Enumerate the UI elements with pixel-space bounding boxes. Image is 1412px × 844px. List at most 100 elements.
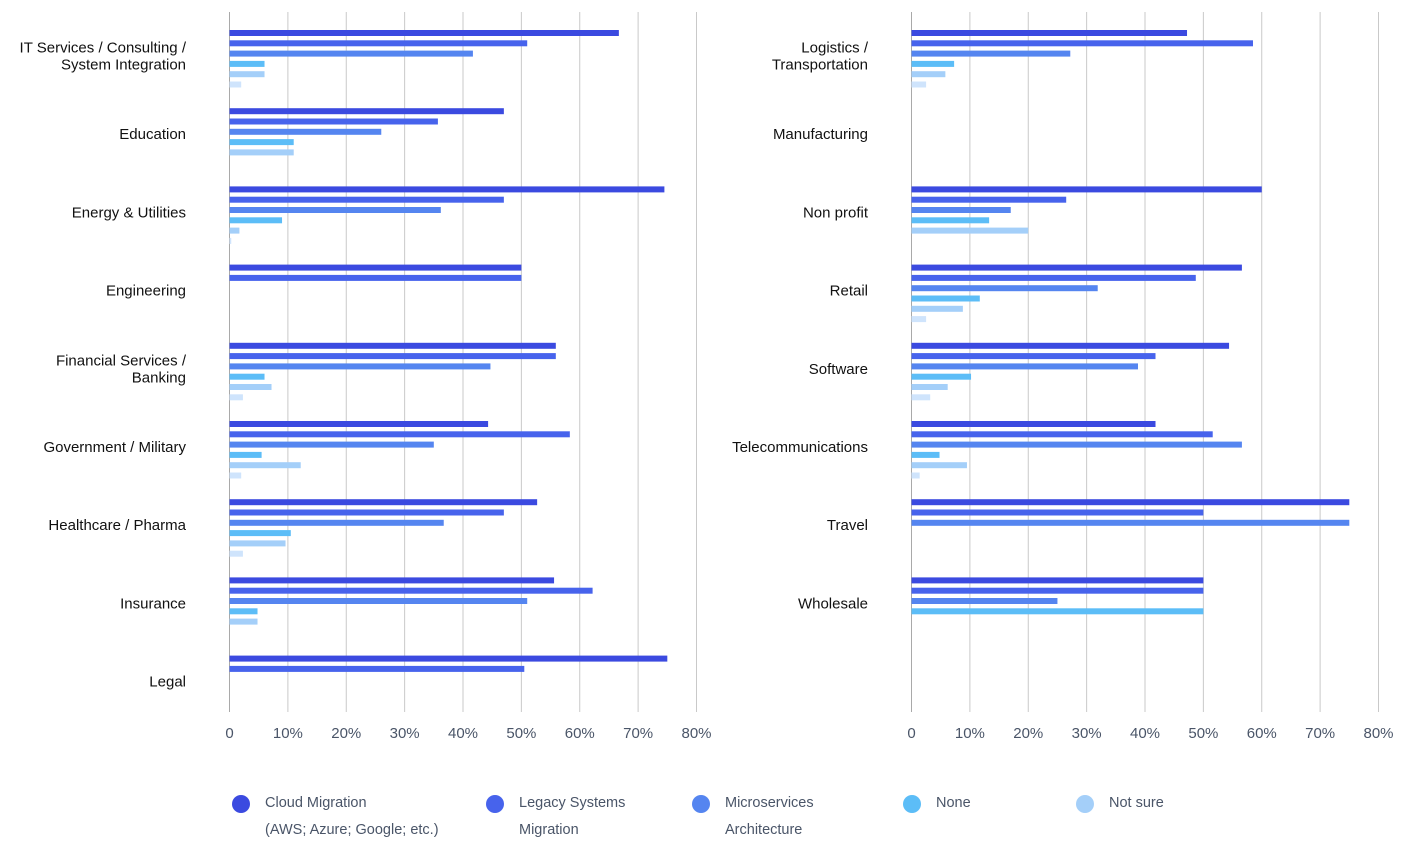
left-x-tick-label: 70%: [623, 725, 653, 742]
legend-label: Microservices: [725, 795, 814, 811]
left-bar: [229, 499, 538, 506]
right-bar: [911, 50, 1071, 57]
left-bar: [229, 118, 438, 125]
right-bar: [911, 608, 1204, 615]
right-bar: [911, 227, 1029, 234]
right-bar: [911, 472, 920, 479]
right-bar: [911, 186, 1262, 193]
left-x-tick-label: 50%: [506, 725, 536, 742]
right-bar: [911, 217, 990, 224]
left-bar: [229, 373, 265, 380]
right-bar: [911, 499, 1350, 506]
left-bar: [229, 550, 243, 557]
left-bar: [229, 196, 504, 203]
left-x-tick-label: 80%: [681, 725, 711, 742]
right-x-tick-label: 80%: [1363, 725, 1393, 742]
left-bar: [229, 384, 272, 390]
right-bar: [911, 71, 946, 78]
left-bar: [229, 207, 441, 213]
left-category-label: Engineering: [106, 283, 186, 300]
left-category-label: Government / Military: [43, 439, 186, 456]
right-category-label: Manufacturing: [773, 126, 868, 143]
legend-label: None: [936, 795, 971, 811]
left-bar: [229, 108, 504, 115]
left-category-label: Banking: [132, 369, 186, 386]
left-category-label: Financial Services /: [56, 352, 187, 369]
right-bar: [911, 394, 931, 401]
left-bar: [229, 451, 262, 458]
left-bar: [229, 394, 243, 401]
right-bar: [911, 509, 1204, 516]
left-x-tick-label: 0: [225, 725, 233, 742]
right-bar: [911, 316, 927, 323]
left-x-tick-label: 30%: [390, 725, 420, 742]
right-bar: [911, 264, 1242, 271]
right-category-label: Telecommunications: [732, 439, 868, 456]
legend-swatch-icon: [903, 795, 921, 813]
right-category-label: Software: [809, 361, 868, 378]
left-bar: [229, 149, 294, 156]
legend-swatch-icon: [692, 795, 710, 813]
right-x-tick-label: 40%: [1130, 725, 1160, 742]
left-bar: [229, 128, 382, 135]
left-bar: [229, 139, 294, 146]
left-bar: [229, 81, 242, 88]
right-bar: [911, 384, 948, 390]
right-bar: [911, 81, 927, 88]
right-bar: [911, 598, 1058, 604]
right-bar: [911, 519, 1350, 526]
legend-swatch-icon: [232, 795, 250, 813]
left-bar: [229, 363, 491, 370]
legend-label: Legacy Systems: [519, 795, 626, 811]
chart-area: 0 10% 20% 30% 40% 50% 60% 70% 80% IT Services / C…: [20, 12, 1394, 742]
left-bar: [229, 50, 473, 57]
left-category-label: Energy & Utilities: [72, 204, 186, 221]
legend-item-not-sure: Not sure: [1076, 794, 1164, 817]
left-bar: [229, 40, 528, 47]
right-bar: [911, 373, 972, 380]
right-x-tick-label: 10%: [955, 725, 985, 742]
right-x-tick-label: 50%: [1188, 725, 1218, 742]
right-bar: [911, 30, 1188, 36]
right-bar: [911, 295, 980, 302]
right-bar: [911, 353, 1156, 360]
right-bar: [911, 342, 1230, 349]
right-x-tick-label: 20%: [1013, 725, 1043, 742]
right-bar: [911, 196, 1067, 203]
left-bar: [229, 353, 556, 360]
right-x-tick-label: 30%: [1072, 725, 1102, 742]
right-category-label: Travel: [827, 517, 868, 534]
left-x-tick-label: 10%: [273, 725, 303, 742]
left-bar: [229, 540, 286, 547]
left-bar: [229, 60, 265, 67]
right-x-tick-label: 60%: [1247, 725, 1277, 742]
legend-label: Cloud Migration: [265, 795, 367, 811]
left-bar: [229, 237, 232, 244]
left-x-tick-label: 20%: [331, 725, 361, 742]
left-bar: [229, 530, 291, 537]
left-bar: [229, 587, 593, 594]
right-bar: [911, 587, 1204, 594]
left-category-label: System Integration: [61, 57, 186, 74]
left-bar: [229, 186, 665, 193]
left-bar: [229, 421, 489, 427]
left-bar: [229, 462, 301, 469]
left-bar: [229, 665, 525, 672]
right-category-label: Wholesale: [798, 595, 868, 612]
right-x-tick-label: 0: [907, 725, 915, 742]
left-bar: [229, 608, 258, 615]
right-category-label: Logistics /: [801, 40, 869, 57]
left-bar: [229, 217, 283, 224]
right-bar: [911, 431, 1213, 438]
right-category-label: Retail: [830, 283, 868, 300]
left-category-label: Insurance: [120, 595, 186, 612]
legend-swatch-icon: [486, 795, 504, 813]
legend-swatch-icon: [1076, 795, 1094, 813]
left-bar: [229, 431, 570, 438]
right-bar: [911, 274, 1196, 281]
right-bar: [911, 207, 1011, 213]
left-bar: [229, 441, 434, 448]
left-bar: [229, 509, 504, 516]
left-bar: [229, 71, 265, 78]
right-bar: [911, 421, 1156, 427]
